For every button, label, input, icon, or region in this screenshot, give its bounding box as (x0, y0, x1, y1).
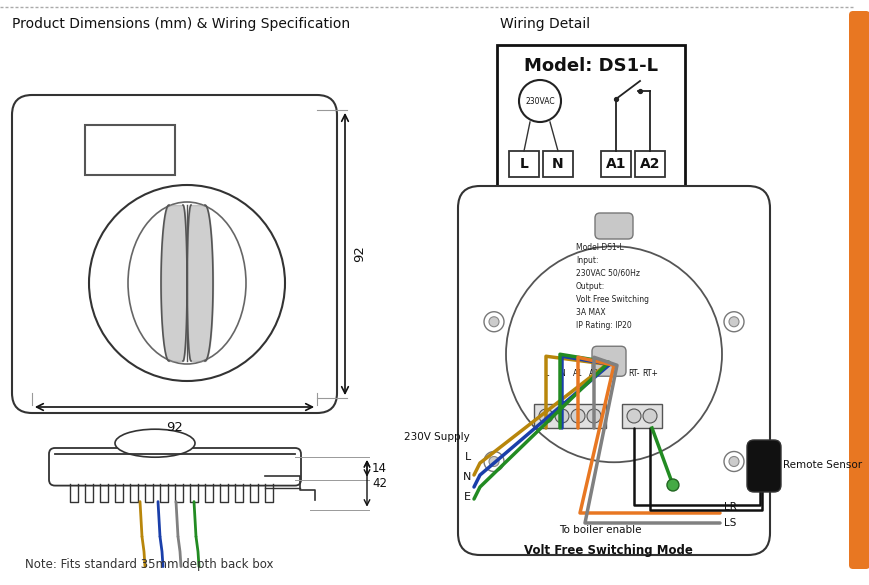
Circle shape (729, 316, 739, 327)
Circle shape (539, 409, 553, 423)
Bar (534, 404, 606, 428)
Circle shape (89, 185, 285, 381)
Circle shape (643, 409, 657, 423)
Circle shape (627, 409, 641, 423)
Text: A2: A2 (589, 369, 599, 378)
Circle shape (571, 409, 585, 423)
Text: Output:: Output: (576, 282, 605, 291)
Bar (635, 151, 665, 177)
Circle shape (484, 312, 504, 332)
Text: RT-: RT- (628, 369, 640, 378)
Ellipse shape (115, 429, 195, 457)
Circle shape (555, 409, 569, 423)
Text: Input:: Input: (576, 256, 599, 265)
Circle shape (729, 456, 739, 466)
Text: LS: LS (724, 518, 736, 528)
Circle shape (724, 312, 744, 332)
Text: 230V Supply: 230V Supply (404, 432, 470, 442)
Text: 3A MAX: 3A MAX (576, 308, 606, 317)
Text: E: E (464, 492, 471, 502)
Circle shape (506, 246, 722, 462)
Text: 92: 92 (353, 246, 366, 263)
Circle shape (489, 316, 499, 327)
Circle shape (724, 452, 744, 472)
Text: 14: 14 (372, 462, 387, 475)
Text: Volt Free Switching Mode: Volt Free Switching Mode (523, 544, 693, 557)
Text: RT+: RT+ (642, 369, 658, 378)
Text: 42: 42 (372, 477, 387, 490)
Bar (622, 404, 662, 428)
Text: 92: 92 (166, 421, 183, 434)
Text: L: L (465, 452, 471, 462)
Circle shape (571, 409, 585, 423)
Text: N: N (552, 157, 564, 171)
Text: 230VAC 50/60Hz: 230VAC 50/60Hz (576, 269, 640, 278)
Text: 230VAC: 230VAC (525, 97, 554, 105)
Text: N: N (462, 472, 471, 482)
Circle shape (667, 479, 679, 491)
Text: A1: A1 (573, 369, 583, 378)
Circle shape (484, 452, 504, 472)
Text: IP Rating: IP20: IP Rating: IP20 (576, 321, 632, 330)
Bar (601, 151, 631, 177)
Circle shape (489, 456, 499, 466)
Circle shape (555, 409, 569, 423)
Text: Remote Sensor: Remote Sensor (783, 460, 862, 470)
Text: Model: DS1-L: Model: DS1-L (524, 57, 658, 75)
Text: L: L (520, 157, 528, 171)
Bar (509, 151, 539, 177)
Circle shape (627, 409, 641, 423)
FancyBboxPatch shape (849, 11, 869, 569)
Text: Model DS1-L: Model DS1-L (576, 243, 624, 252)
Text: Note: Fits standard 35mm depth back box: Note: Fits standard 35mm depth back box (25, 558, 274, 571)
Text: To boiler enable: To boiler enable (559, 525, 641, 535)
Circle shape (587, 409, 601, 423)
Text: Product Dimensions (mm) & Wiring Specification: Product Dimensions (mm) & Wiring Specifi… (12, 17, 350, 31)
Text: LR: LR (724, 502, 737, 512)
FancyBboxPatch shape (458, 186, 770, 555)
Text: Volt Free Switching: Volt Free Switching (576, 295, 649, 304)
Circle shape (539, 409, 553, 423)
Text: A2: A2 (640, 157, 660, 171)
FancyBboxPatch shape (595, 213, 633, 239)
Circle shape (587, 409, 601, 423)
Circle shape (643, 409, 657, 423)
Text: A1: A1 (606, 157, 627, 171)
Bar (85, 125, 175, 175)
Bar (497, 45, 685, 195)
FancyBboxPatch shape (12, 95, 337, 413)
Circle shape (519, 80, 561, 122)
FancyBboxPatch shape (49, 448, 301, 486)
Text: N: N (559, 369, 565, 378)
Text: L: L (544, 369, 548, 378)
Ellipse shape (128, 202, 246, 364)
Bar (543, 151, 573, 177)
FancyBboxPatch shape (592, 346, 626, 376)
Text: Wiring Detail: Wiring Detail (500, 17, 590, 31)
FancyBboxPatch shape (747, 440, 781, 492)
